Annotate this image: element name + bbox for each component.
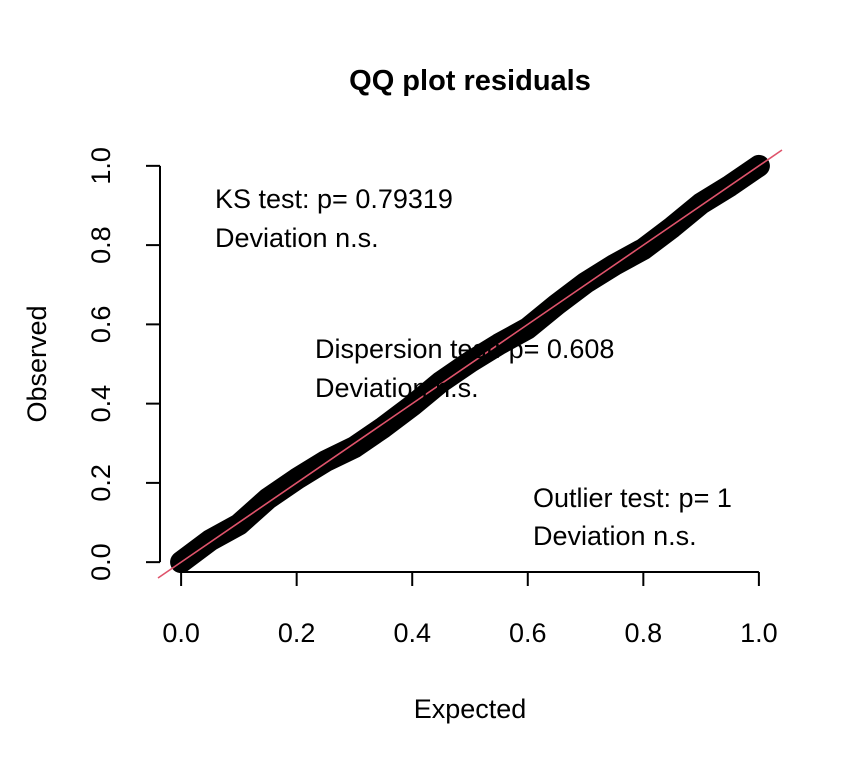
dispersion-deviation-label: Deviation n.s. — [315, 373, 479, 403]
x-tick-label: 1.0 — [740, 618, 778, 648]
dispersion-test-label: Dispersion test: p= 0.608 — [315, 334, 614, 364]
ks-deviation-label: Deviation n.s. — [215, 223, 379, 253]
outlier-test-label: Outlier test: p= 1 — [533, 483, 732, 513]
ks-test-label: KS test: p= 0.79319 — [215, 184, 453, 214]
outlier-deviation-label: Deviation n.s. — [533, 521, 697, 551]
chart-title: QQ plot residuals — [349, 65, 591, 97]
reference-line — [157, 149, 783, 579]
residual-point — [517, 318, 538, 339]
x-tick-label: 0.2 — [278, 618, 316, 648]
y-axis-ticks: 0.0 0.2 0.4 0.6 0.8 1.0 — [86, 147, 160, 581]
y-tick-label: 0.2 — [86, 464, 116, 502]
x-axis-ticks: 0.0 0.2 0.4 0.6 0.8 1.0 — [162, 572, 778, 648]
x-tick-label: 0.6 — [509, 618, 547, 648]
y-tick-label: 0.4 — [86, 385, 116, 423]
residual-point — [633, 239, 654, 260]
residual-point — [344, 437, 365, 458]
y-tick-label: 1.0 — [86, 147, 116, 185]
y-tick-label: 0.8 — [86, 226, 116, 264]
x-axis-title: Expected — [414, 694, 527, 724]
residual-point — [257, 488, 278, 509]
y-axis-title: Observed — [22, 305, 52, 422]
y-tick-label: 0.6 — [86, 306, 116, 344]
x-tick-label: 0.4 — [393, 618, 431, 648]
y-tick-label: 0.0 — [86, 543, 116, 581]
residual-point — [373, 417, 394, 438]
residual-point — [286, 468, 307, 489]
x-tick-label: 0.8 — [625, 618, 663, 648]
x-tick-label: 0.0 — [162, 618, 200, 648]
